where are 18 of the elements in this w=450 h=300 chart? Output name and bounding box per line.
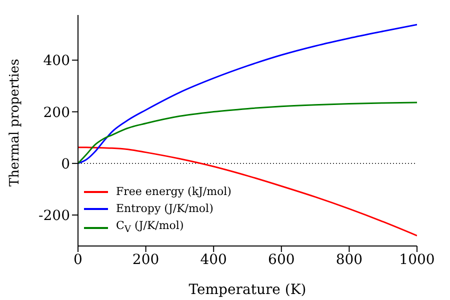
legend-label: C$_{V}$ (J/K/mol) xyxy=(116,218,184,238)
x-tick-label: 0 xyxy=(74,252,82,268)
x-tick-label: 200 xyxy=(132,252,160,268)
line-series xyxy=(78,24,417,164)
y-tick-label: 200 xyxy=(43,104,70,121)
legend-label: Entropy (J/K/mol) xyxy=(116,201,214,217)
legend-label: Free energy (kJ/mol) xyxy=(116,184,232,200)
x-tick-label: 600 xyxy=(268,252,295,268)
line-series xyxy=(78,146,417,236)
y-tick-label: 0 xyxy=(61,156,70,172)
x-axis-title: Temperature (K) xyxy=(188,282,306,298)
line-series xyxy=(78,102,417,164)
x-tick-label: 800 xyxy=(336,252,363,268)
y-axis-title: Thermal properties xyxy=(8,58,23,186)
x-tick-label: 1000 xyxy=(399,252,435,268)
x-tick-label: 400 xyxy=(200,252,227,268)
y-tick-label: 400 xyxy=(43,53,70,70)
y-tick-label: -200 xyxy=(38,208,70,224)
